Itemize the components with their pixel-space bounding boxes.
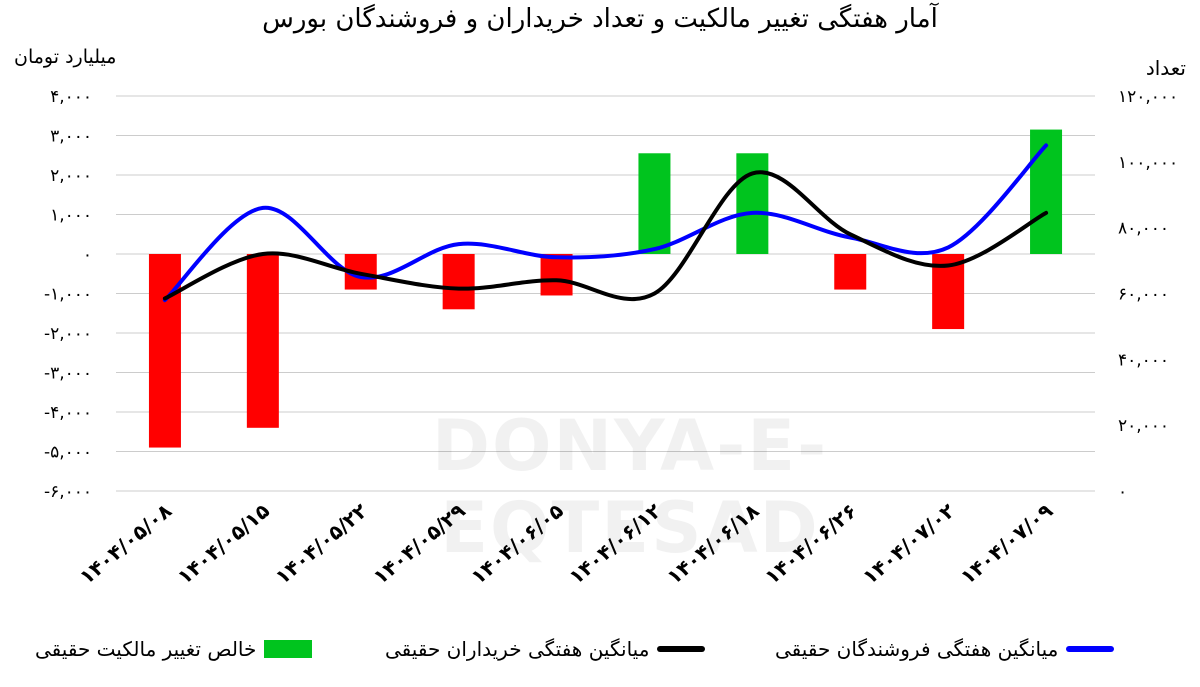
bar	[246, 254, 279, 428]
right-tick-label: ۶۰,۰۰۰	[1118, 285, 1169, 305]
legend-swatch-sellers	[1066, 646, 1115, 652]
sellers-line	[162, 143, 1049, 303]
bar	[834, 254, 867, 290]
legend-item-buyers: میانگین هفتگی خریداران حقیقی	[385, 632, 706, 666]
left-tick-label: ۰	[83, 245, 92, 265]
left-tick-label: -۶,۰۰۰	[44, 482, 92, 502]
right-tick-label: ۴۰,۰۰۰	[1118, 350, 1169, 370]
bar	[638, 153, 671, 254]
legend-label-buyers: میانگین هفتگی خریداران حقیقی	[385, 637, 650, 661]
x-tick-label: ۱۴۰۴/۰۵/۰۸	[75, 498, 176, 589]
right-axis-label: تعداد	[1145, 56, 1186, 80]
bar	[736, 153, 769, 254]
bar	[1030, 129, 1063, 254]
legend-label-sellers: میانگین هفتگی فروشندگان حقیقی	[775, 637, 1059, 661]
legend-swatch-buyers	[657, 646, 706, 652]
legend-item-sellers: میانگین هفتگی فروشندگان حقیقی	[775, 632, 1115, 666]
left-tick-label: ۲,۰۰۰	[50, 166, 92, 186]
bar	[442, 254, 475, 310]
watermark: DONYA-E-EQTESAD	[431, 405, 829, 569]
bar	[540, 254, 573, 296]
legend-swatch-net-change	[264, 640, 313, 658]
right-tick-label: ۰	[1118, 482, 1127, 502]
left-tick-label: ۳,۰۰۰	[50, 127, 92, 147]
legend-item-net-change: خالص تغییر مالکیت حقیقی	[35, 632, 313, 666]
legend-label-net-change: خالص تغییر مالکیت حقیقی	[35, 637, 257, 661]
x-tick-label: ۱۴۰۴/۰۵/۱۵	[173, 498, 274, 589]
left-tick-label: ۴,۰۰۰	[50, 87, 92, 107]
right-tick-label: ۸۰,۰۰۰	[1118, 219, 1169, 239]
left-tick-label: -۴,۰۰۰	[44, 403, 92, 423]
left-tick-label: -۱,۰۰۰	[44, 285, 92, 305]
right-tick-label: ۱۲۰,۰۰۰	[1118, 87, 1178, 107]
bar	[148, 254, 181, 448]
right-tick-label: ۲۰,۰۰۰	[1118, 416, 1169, 436]
left-tick-label: ۱,۰۰۰	[50, 206, 92, 226]
left-tick-label: -۵,۰۰۰	[44, 443, 92, 463]
buyers-line	[162, 170, 1049, 301]
left-axis-label: میلیارد تومان	[14, 46, 117, 68]
chart-title: آمار هفتگی تغییر مالکیت و تعداد خریداران…	[262, 4, 938, 34]
left-tick-label: -۳,۰۰۰	[44, 364, 92, 384]
right-tick-label: ۱۰۰,۰۰۰	[1118, 153, 1178, 173]
left-tick-label: -۲,۰۰۰	[44, 324, 92, 344]
